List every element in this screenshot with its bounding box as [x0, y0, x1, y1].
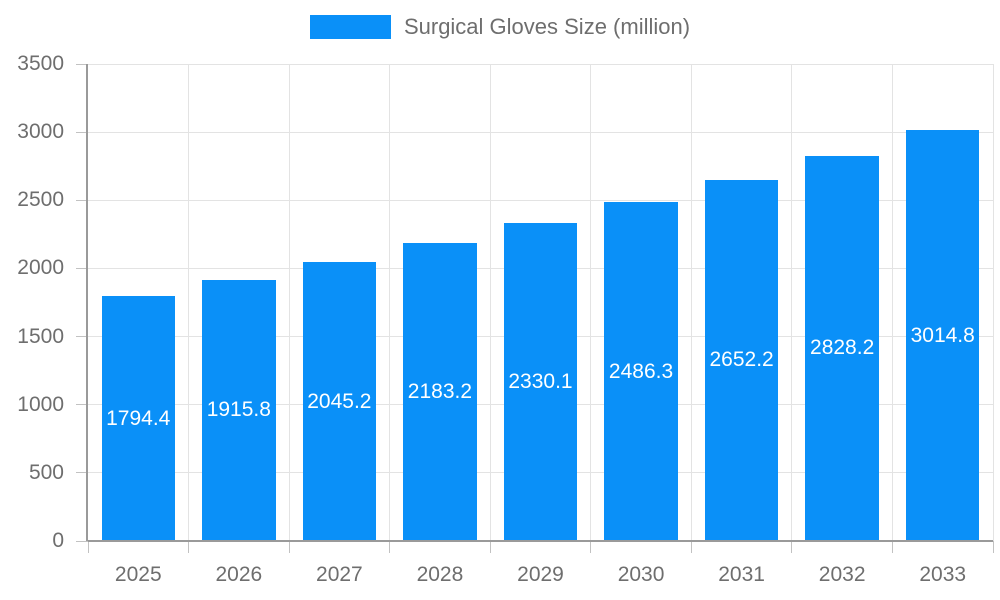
x-axis-label: 2028 — [416, 563, 464, 586]
y-axis-tick — [76, 540, 88, 542]
bar-value-label: 3014.8 — [910, 323, 975, 347]
bar-value-label: 1915.8 — [206, 398, 271, 422]
bar-2027[interactable]: 2045.2 — [302, 262, 377, 541]
x-axis-tick — [891, 541, 893, 553]
x-axis-label: 2031 — [718, 563, 765, 586]
gridline-horizontal — [88, 63, 993, 65]
bar-2025[interactable]: 1794.4 — [101, 296, 175, 541]
gridline-horizontal — [88, 131, 993, 133]
bar-value-label: 2828.2 — [810, 336, 875, 360]
bar-2032[interactable]: 2828.2 — [805, 155, 879, 541]
y-axis-line — [86, 64, 88, 541]
gridline-vertical — [791, 64, 793, 541]
gridline-vertical — [891, 64, 893, 541]
bar-2033[interactable]: 3014.8 — [906, 130, 980, 541]
x-axis-tick — [188, 541, 190, 553]
y-axis-tick — [76, 472, 88, 474]
y-axis-tick — [76, 336, 88, 338]
chart-legend[interactable]: Surgical Gloves Size (million) — [0, 14, 1000, 40]
bar-2029[interactable]: 2330.1 — [503, 223, 578, 541]
bar-2030[interactable]: 2486.3 — [604, 202, 678, 541]
x-axis-tick — [489, 541, 491, 553]
y-axis-tick — [76, 131, 88, 133]
x-axis-tick — [87, 541, 89, 553]
x-axis-tick — [791, 541, 793, 553]
y-axis-label: 2000 — [17, 256, 64, 280]
x-axis-label: 2027 — [316, 563, 363, 586]
x-axis-label: 2025 — [114, 563, 162, 586]
y-axis-label: 3500 — [17, 52, 64, 75]
gridline-vertical — [188, 64, 190, 541]
gridline-vertical — [690, 64, 692, 541]
gridline-vertical — [489, 64, 491, 541]
y-axis-label: 500 — [28, 460, 64, 484]
bar-2028[interactable]: 2183.2 — [403, 243, 477, 541]
y-axis-label: 1000 — [17, 392, 64, 416]
x-axis-label: 2030 — [617, 563, 665, 586]
bar-2026[interactable]: 1915.8 — [202, 279, 276, 541]
y-axis-label: 1500 — [17, 324, 64, 348]
legend-swatch-icon — [309, 15, 391, 39]
bar-value-label: 2045.2 — [307, 389, 372, 413]
x-axis-tick — [288, 541, 290, 553]
bar-value-label: 2183.2 — [407, 380, 473, 404]
gridline-horizontal — [88, 199, 993, 201]
x-axis-tick — [690, 541, 692, 553]
bar-value-label: 2330.1 — [508, 370, 573, 394]
bar-value-label: 2486.3 — [608, 359, 674, 383]
y-axis-label: 3000 — [17, 120, 64, 144]
x-axis-label: 2033 — [919, 563, 967, 586]
gridline-vertical — [992, 64, 994, 541]
y-axis-label: 0 — [52, 529, 64, 552]
x-axis-line — [88, 540, 993, 542]
gridline-vertical — [389, 64, 391, 541]
x-axis-label: 2032 — [818, 563, 866, 586]
y-axis-tick — [76, 199, 88, 201]
x-axis-label: 2026 — [215, 563, 263, 586]
x-axis-tick — [992, 541, 994, 553]
y-axis-tick — [76, 63, 88, 65]
gridline-vertical — [288, 64, 290, 541]
bar-value-label: 1794.4 — [106, 406, 171, 430]
y-axis-label: 2500 — [17, 188, 64, 212]
bar-2031[interactable]: 2652.2 — [704, 179, 779, 541]
x-axis-tick — [389, 541, 391, 553]
bar-value-label: 2652.2 — [709, 348, 774, 372]
legend-label: Surgical Gloves Size (million) — [403, 14, 691, 39]
x-axis-label: 2029 — [517, 563, 564, 586]
x-axis-tick — [590, 541, 592, 553]
gridline-vertical — [590, 64, 592, 541]
y-axis-tick — [76, 267, 88, 269]
y-axis-tick — [76, 404, 88, 406]
